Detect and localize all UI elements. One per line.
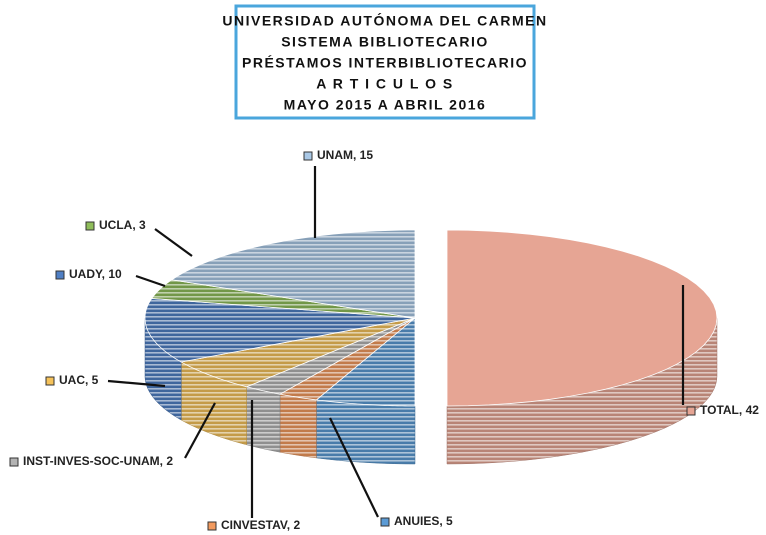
label-swatch bbox=[686, 406, 696, 416]
label-swatch bbox=[303, 151, 313, 161]
label-separator: , bbox=[102, 267, 109, 281]
pie-slice bbox=[151, 279, 416, 319]
label-swatch bbox=[55, 270, 65, 280]
label-separator: , bbox=[739, 403, 746, 417]
title-group: UNIVERSIDAD AUTÓNOMA DEL CARMEN SISTEMA B… bbox=[222, 12, 547, 113]
label-value: 5 bbox=[92, 373, 99, 387]
data-label: ANUIES, 5 bbox=[394, 514, 453, 528]
title-line: MAYO 2015 A ABRIL 2016 bbox=[284, 97, 487, 113]
label-separator: , bbox=[439, 514, 446, 528]
label-value: 5 bbox=[446, 514, 453, 528]
label-swatch bbox=[45, 376, 55, 386]
data-label: TOTAL, 42 bbox=[700, 403, 759, 417]
label-separator: , bbox=[132, 218, 139, 232]
pie-slice bbox=[144, 298, 416, 363]
label-swatch bbox=[85, 221, 95, 231]
label-category: CINVESTAV bbox=[221, 518, 288, 532]
pie-slice bbox=[315, 317, 416, 407]
pie-slice bbox=[446, 229, 718, 407]
label-swatch bbox=[380, 517, 390, 527]
data-label: UNAM, 15 bbox=[317, 148, 373, 162]
title-line: A R T I C U L O S bbox=[316, 76, 454, 92]
label-value: 15 bbox=[360, 148, 374, 162]
title-box bbox=[234, 4, 536, 120]
pie-slice bbox=[170, 229, 416, 319]
label-value: 3 bbox=[139, 218, 146, 232]
pie-wall bbox=[279, 393, 317, 459]
title-line: SISTEMA BIBLIOTECARIO bbox=[281, 34, 489, 50]
label-value: 2 bbox=[166, 454, 173, 468]
title-line: PRÉSTAMOS INTERBIBLIOTECARIO bbox=[242, 55, 528, 71]
label-category: UAC bbox=[59, 373, 85, 387]
data-label: INST-INVES-SOC-UNAM, 2 bbox=[23, 454, 173, 468]
leader-line bbox=[154, 228, 193, 257]
label-separator: , bbox=[160, 454, 167, 468]
label-value: 42 bbox=[746, 403, 760, 417]
pie-slice bbox=[180, 317, 416, 388]
leader-line bbox=[107, 379, 166, 388]
leader-line bbox=[329, 417, 379, 518]
leader-line bbox=[184, 402, 216, 459]
title-line: UNIVERSIDAD AUTÓNOMA DEL CARMEN bbox=[222, 12, 547, 29]
label-category: UCLA bbox=[99, 218, 133, 232]
pie-slice bbox=[278, 317, 416, 401]
label-swatch bbox=[9, 457, 19, 467]
data-label: CINVESTAV, 2 bbox=[221, 518, 300, 532]
label-separator: , bbox=[287, 518, 294, 532]
leader-line bbox=[135, 274, 166, 288]
label-category: UNAM bbox=[317, 148, 353, 162]
data-label: UADY, 10 bbox=[69, 267, 122, 281]
data-label: UAC, 5 bbox=[59, 373, 99, 387]
label-value: 10 bbox=[108, 267, 122, 281]
pie-wall bbox=[316, 399, 416, 465]
label-category: TOTAL bbox=[700, 403, 739, 417]
label-category: INST-INVES-SOC-UNAM bbox=[23, 454, 160, 468]
data-label: UCLA, 3 bbox=[99, 218, 146, 232]
label-swatch bbox=[207, 521, 217, 531]
label-value: 2 bbox=[293, 518, 300, 532]
pie-walls bbox=[144, 317, 718, 465]
label-separator: , bbox=[353, 148, 360, 162]
label-category: UADY bbox=[69, 267, 103, 281]
label-category: ANUIES bbox=[394, 514, 439, 528]
label-separator: , bbox=[85, 373, 92, 387]
pie-slice bbox=[245, 317, 416, 395]
pie-tops bbox=[144, 229, 718, 407]
